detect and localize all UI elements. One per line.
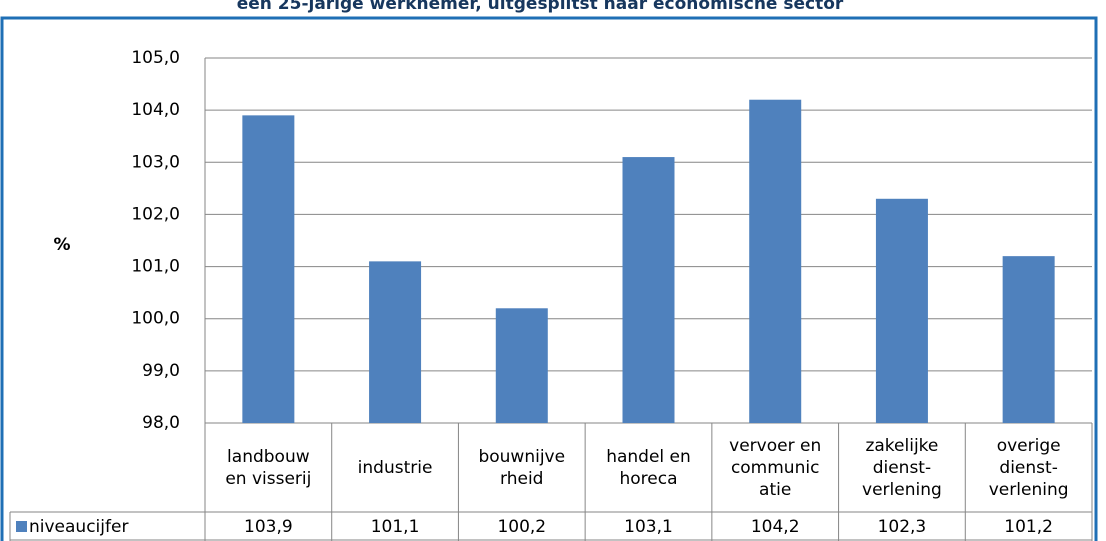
y-tick-label: 100,0	[131, 309, 180, 329]
frame	[0, 16, 1098, 541]
legend-label: niveaucijfer	[29, 516, 129, 537]
bar	[369, 261, 422, 423]
bar	[749, 99, 802, 423]
value-label: 100,2	[497, 516, 547, 537]
bar	[875, 198, 928, 423]
x-tick-label: vervoer en communic atie	[729, 435, 822, 500]
bar	[622, 157, 675, 424]
y-axis-label: %	[53, 235, 70, 255]
x-tick-label: industrie	[357, 457, 433, 478]
x-tick-label: zakelijke dienst- verlening	[862, 435, 942, 500]
y-tick-label: 101,0	[131, 257, 180, 277]
value-label: 101,2	[1004, 516, 1053, 537]
value-label: 103,1	[624, 516, 673, 537]
y-tick-label: 103,0	[131, 152, 180, 172]
x-tick-label: landbouw en visserij	[225, 446, 312, 489]
x-tick-label: bouwnijve rheid	[478, 446, 566, 489]
y-tick-label: 99,0	[142, 361, 180, 381]
x-tick-label: handel en horeca	[606, 446, 691, 489]
y-tick-label: 102,0	[131, 204, 180, 224]
bar	[242, 115, 295, 423]
value-label: 104,2	[750, 516, 800, 537]
legend-swatch	[16, 521, 27, 532]
x-tick-label: overige dienst- verlening	[988, 435, 1069, 500]
value-label: 102,3	[877, 516, 927, 537]
value-label: 103,9	[244, 516, 293, 537]
y-tick-label: 105,0	[131, 48, 180, 68]
y-tick-label: 104,0	[131, 100, 180, 120]
chart-title: een 25-jarige werknemer, uitgesplitst na…	[237, 0, 844, 14]
bar	[1002, 256, 1055, 423]
y-tick-label: 98,0	[142, 413, 180, 433]
bar	[495, 308, 548, 423]
value-label: 101,1	[370, 516, 420, 537]
